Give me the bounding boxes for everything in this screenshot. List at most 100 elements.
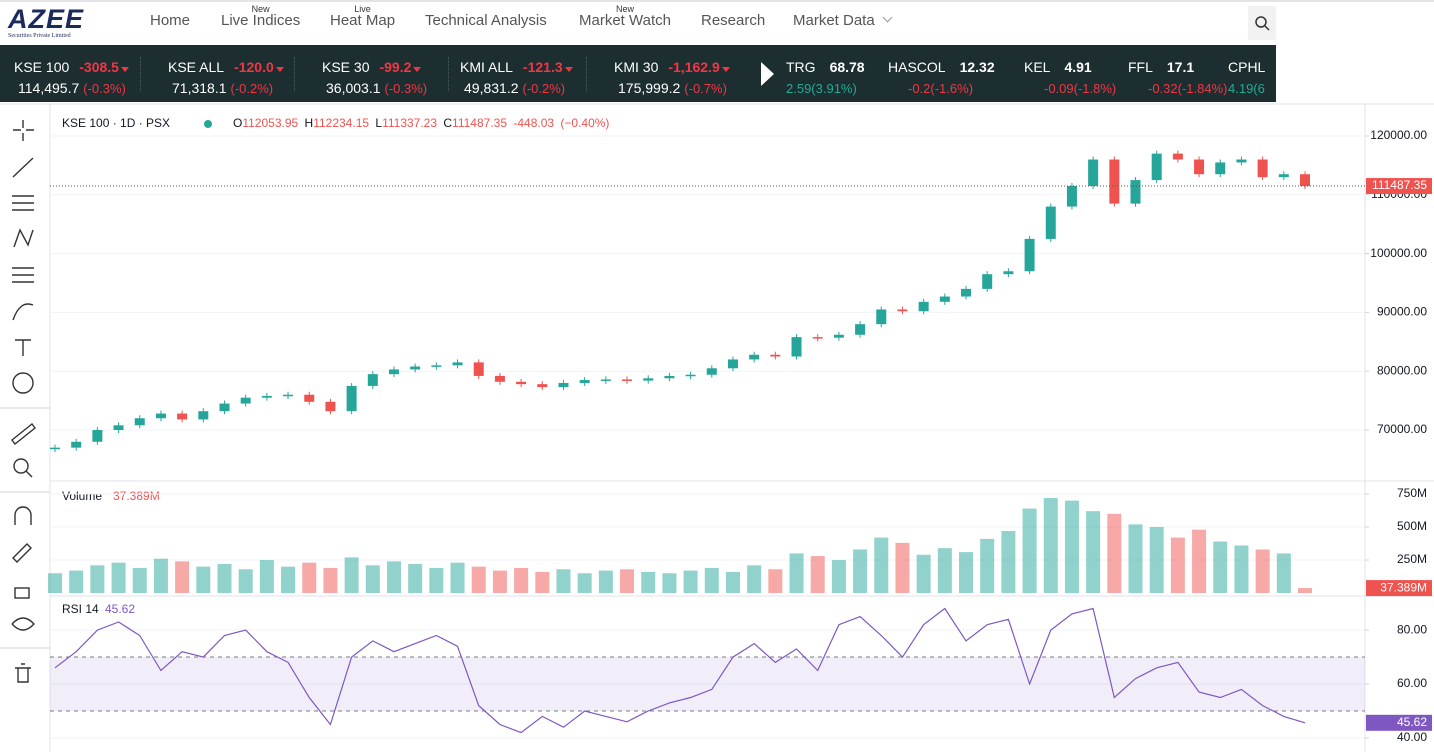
candle-body [410,366,421,370]
line-tool[interactable] [12,157,34,178]
stock-price: 17.1 [1166,59,1195,75]
nav-item[interactable]: Technical Analysis [425,12,547,29]
nav-item[interactable]: Home [150,12,190,29]
volume-bar [831,560,846,594]
volume-bar [980,538,995,594]
candle-body [1109,159,1120,204]
projection-tool[interactable] [12,267,34,283]
volume-bar [471,566,486,594]
volume-bar [1086,511,1101,594]
low-value: 111337.23 [382,116,437,130]
nav-item[interactable]: Live Heat Map [330,4,396,29]
y-tick-label: 100000.00 [1370,246,1427,260]
volume-bar [747,565,762,594]
volume-bar [1213,541,1228,594]
y-tick-label: 80000.00 [1377,363,1427,377]
candle-body [452,362,463,366]
nav-item[interactable]: New Market Watch [579,4,671,29]
separator [140,57,141,91]
volume-bar [662,573,677,594]
index-row: 71,318.1 (-0.2%) [172,80,273,96]
volume-bar [1128,524,1143,594]
volume-bar [768,569,783,594]
candle-body [685,374,696,377]
volume-bar [111,562,126,594]
candle-body [388,369,399,375]
delete-tool[interactable] [15,663,31,683]
high-value: 112234.15 [313,116,369,130]
stock-item: FFL 17.1 -0.32(-1.84%) [1128,45,1258,102]
volume-bar [302,562,317,594]
search-button[interactable] [1248,6,1276,40]
candle-body [770,354,781,357]
change-pct: (−0.40%) [560,116,609,130]
visibility-tool[interactable] [11,617,35,631]
nav-label[interactable]: Home [150,12,191,29]
nav-label[interactable]: Technical Analysis [425,12,547,29]
volume-bar [874,537,889,594]
index-row: 114,495.7 (-0.3%) [18,80,126,96]
index-row: 175,999.2 (-0.7%) [618,80,727,96]
index-pct: (-0.2%) [522,81,566,96]
index-value: 114,495.7 [18,80,80,96]
nav-label[interactable]: Heat Map [330,12,396,29]
nav-item[interactable]: Market Data [793,12,893,29]
nav-label[interactable]: Market Watch [579,12,671,29]
emoji-tool[interactable] [12,372,34,394]
y-tick-label: 60.00 [1397,676,1427,690]
open-value: 112053.95 [242,116,298,130]
stock-price: 68.78 [829,59,865,75]
ticker-arrow[interactable] [761,62,774,86]
ruler-tool[interactable] [11,423,36,445]
text-tool[interactable] [15,339,31,356]
stock-price: 12.32 [959,59,995,75]
index-row: KSE 30 -99.2 [322,59,422,75]
zoom-tool[interactable] [13,458,29,474]
candle-body [177,413,188,420]
index-row: KMI ALL -121.3 [460,59,573,75]
crosshair-tool[interactable] [13,120,34,141]
candle-body [134,418,145,426]
candle-body [622,379,633,381]
brush-tool[interactable] [12,303,34,321]
nav-label[interactable]: Research [701,12,766,29]
down-arrow [564,67,573,72]
y-tick-label: 70000.00 [1377,422,1427,436]
lock-tool[interactable] [14,587,30,599]
down-arrow [275,67,284,72]
nav-item[interactable]: Research [701,12,765,29]
nav-label[interactable]: Live Indices [221,12,301,29]
ticker-bar: KSE 100 -308.5 114,495.7 (-0.3%) KSE ALL -120… [0,45,1276,102]
candle-body [1278,174,1289,178]
index-pct: (-0.7%) [684,81,727,96]
nav-item[interactable]: New Live Indices [221,4,301,29]
index-pct: (-0.3%) [83,81,126,96]
volume-bar [365,565,380,594]
candle-body [473,362,484,376]
index-change: -120.0 [234,59,274,75]
candle-body [92,430,103,442]
candle-body [283,394,294,397]
magnet-tool[interactable] [14,506,32,525]
candle-body [664,375,675,379]
separator [586,57,587,91]
volume-bar [810,556,825,594]
nav-badge: New [615,4,634,14]
candle-body [71,441,82,448]
draw-mode[interactable] [12,543,32,563]
rsi-band [50,657,1365,711]
stock-row: 4.19(6 [1228,80,1265,96]
fib-tool[interactable] [12,195,34,211]
volume-bar [1298,588,1312,594]
candle-body [1257,159,1268,178]
index-name: KSE 100 [14,59,70,75]
logo[interactable]: AZEE [8,4,85,34]
candle-body [304,394,315,402]
volume-bar [238,569,253,594]
stock-row: 2.59(3.91%) [786,80,857,96]
nav-label[interactable]: Market Data [793,12,875,29]
volume-bar [1001,530,1016,594]
volume-bar [556,569,571,594]
pattern-tool[interactable] [13,228,34,248]
ohlc-label: H [305,116,314,130]
